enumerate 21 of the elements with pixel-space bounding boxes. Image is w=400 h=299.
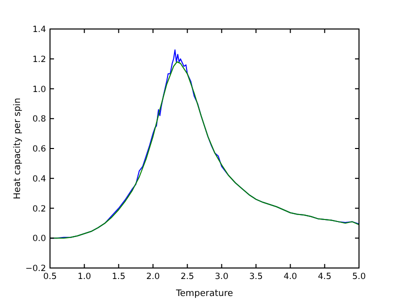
y-tick-label: −0.2 — [25, 264, 46, 274]
x-tick-label: 5.0 — [352, 272, 366, 282]
y-tick-label: 0.0 — [32, 234, 46, 244]
x-tick-label: 4.0 — [284, 272, 298, 282]
x-tick-label: 2.0 — [146, 272, 160, 282]
y-tick-label: 1.0 — [32, 84, 46, 95]
x-tick-label: 1.0 — [78, 272, 92, 282]
y-tick-label: 0.2 — [32, 204, 46, 214]
y-tick-label: 0.6 — [32, 144, 46, 154]
y-tick-label: 1.2 — [32, 54, 46, 65]
x-tick-label: 1.5 — [112, 272, 126, 282]
y-tick-label: 0.4 — [32, 174, 46, 184]
y-tick-label: 0.8 — [32, 114, 46, 125]
x-tick-label: 3.5 — [249, 272, 263, 282]
x-tick-label: 4.5 — [318, 272, 332, 282]
y-axis-title: Heat capacity per spin — [13, 98, 23, 200]
x-axis-title: Temperature — [174, 289, 234, 299]
x-tick-label: 2.5 — [180, 272, 194, 282]
y-tick-label: 1.4 — [32, 25, 46, 35]
x-tick-label: 0.5 — [43, 272, 57, 282]
x-tick-label: 3.0 — [214, 272, 228, 282]
